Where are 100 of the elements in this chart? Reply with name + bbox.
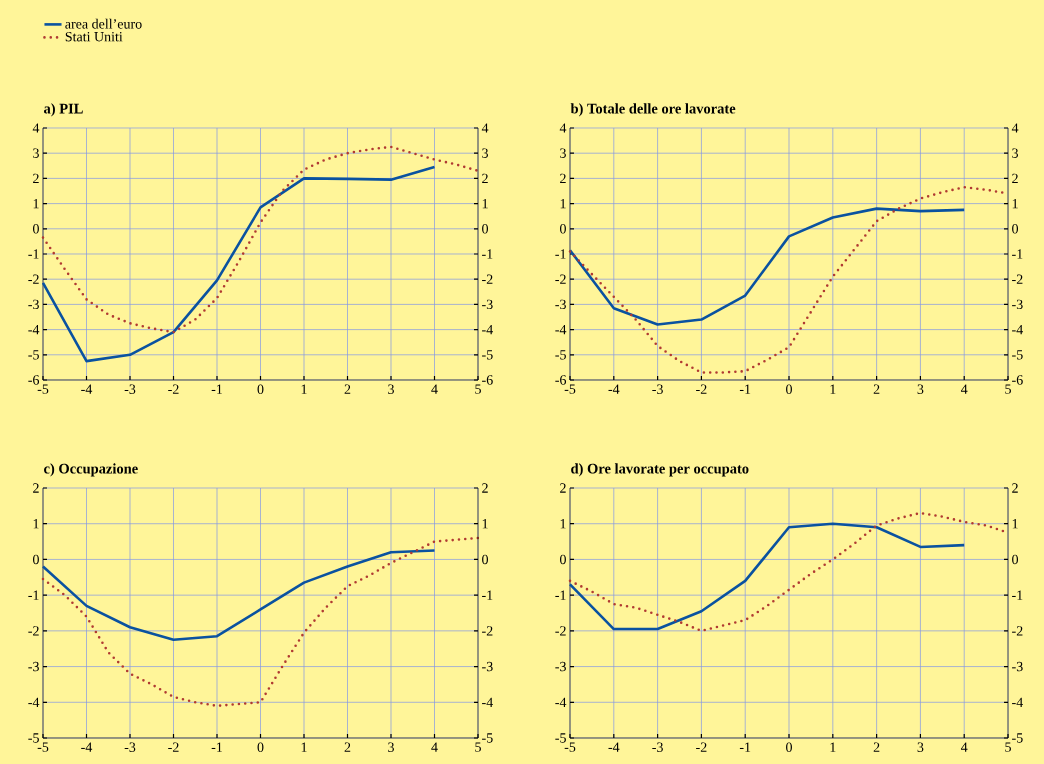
y-tick-label: 3 xyxy=(33,148,39,158)
y-tick-label: -3 xyxy=(555,299,566,310)
y-tick-label: 4 xyxy=(559,123,567,133)
y-tick-label: 0 xyxy=(33,224,39,234)
x-tick-label: -2 xyxy=(168,384,179,394)
x-tick-label: -1 xyxy=(739,384,751,394)
y-tick-label: -4 xyxy=(28,324,40,335)
y-tick-label: 1 xyxy=(33,198,39,209)
y2-tick-label: -1 xyxy=(1012,590,1023,600)
y-tick-label: -3 xyxy=(28,661,39,672)
y-tick-label: -3 xyxy=(28,299,39,310)
y2-tick-label: -2 xyxy=(482,274,493,284)
y-tick-label: 2 xyxy=(560,173,566,184)
y2-tick-label: -5 xyxy=(482,733,493,743)
chart-title: c) Occupazione xyxy=(44,463,138,477)
y2-tick-label: -1 xyxy=(1012,249,1023,259)
y2-tick-label: -1 xyxy=(482,249,493,259)
y2-tick-label: 3 xyxy=(1012,148,1019,158)
y2-tick-label: 2 xyxy=(1012,483,1018,493)
y2-tick-label: -6 xyxy=(482,375,493,385)
y2-tick-label: -6 xyxy=(1012,375,1023,385)
x-tick-label: 3 xyxy=(388,742,394,752)
x-tick-label: 1 xyxy=(301,742,307,752)
line-series xyxy=(568,207,966,326)
y2-tick-label: -2 xyxy=(1012,626,1023,636)
y2-tick-label: -1 xyxy=(482,590,493,600)
y-tick-label: -5 xyxy=(28,733,39,743)
x-tick-label: 4 xyxy=(431,384,438,394)
y2-tick-label: 3 xyxy=(482,148,488,158)
y2-tick-label: 2 xyxy=(482,173,488,184)
legend-label: area dell’euro xyxy=(65,18,142,29)
y2-tick-label: 1 xyxy=(482,519,488,529)
y-tick-label: 1 xyxy=(33,519,39,529)
x-tick-label: -4 xyxy=(608,384,620,394)
x-tick-label: -4 xyxy=(81,384,93,394)
x-tick-label: -1 xyxy=(739,742,751,752)
line-series xyxy=(41,549,436,642)
y-tick-label: -1 xyxy=(28,249,39,259)
line-series xyxy=(41,165,436,363)
x-tick-label: 5 xyxy=(475,384,481,394)
x-tick-label: 3 xyxy=(388,384,394,394)
y2-tick-label: -5 xyxy=(1012,350,1023,360)
y2-tick-label: 0 xyxy=(1012,224,1019,234)
y-tick-label: -6 xyxy=(555,375,567,385)
y-tick-label: 4 xyxy=(32,123,40,133)
y-tick-label: 1 xyxy=(560,519,566,529)
y2-tick-label: 4 xyxy=(481,123,489,133)
y-tick-label: -2 xyxy=(555,274,566,284)
y2-tick-label: 2 xyxy=(1012,173,1018,184)
y-tick-label: -2 xyxy=(28,626,39,636)
y2-tick-label: -4 xyxy=(482,324,493,335)
y-tick-label: -6 xyxy=(28,375,40,385)
y-tick-label: -5 xyxy=(555,733,566,743)
x-tick-label: 5 xyxy=(1005,742,1011,752)
y2-tick-label: -3 xyxy=(1012,661,1023,672)
y2-tick-label: 0 xyxy=(482,224,488,234)
x-tick-label: 2 xyxy=(344,742,351,752)
x-tick-label: 2 xyxy=(873,742,880,752)
y2-tick-label: -3 xyxy=(482,661,493,672)
x-tick-label: 3 xyxy=(917,384,924,394)
y-tick-label: 2 xyxy=(33,173,39,184)
x-tick-label: 1 xyxy=(830,742,836,752)
y-tick-label: -5 xyxy=(28,350,39,360)
y-tick-label: 2 xyxy=(560,483,566,493)
y2-tick-label: -4 xyxy=(482,697,493,707)
x-tick-label: -2 xyxy=(696,384,707,394)
x-tick-label: 1 xyxy=(301,384,307,394)
y-tick-label: -2 xyxy=(28,274,39,284)
y-tick-label: 0 xyxy=(560,224,566,234)
x-tick-label: -3 xyxy=(652,742,663,752)
y2-tick-label: -3 xyxy=(482,299,493,310)
y2-tick-label: -4 xyxy=(1012,697,1024,707)
x-tick-label: 0 xyxy=(257,384,264,394)
y-tick-label: 3 xyxy=(560,148,566,158)
x-tick-label: -2 xyxy=(696,742,707,752)
y-tick-label: 2 xyxy=(33,483,39,493)
x-tick-label: -4 xyxy=(608,742,620,752)
y-tick-label: -5 xyxy=(555,350,566,360)
chart-title: d) Ore lavorate per occupato xyxy=(571,463,749,477)
legend-label: Stati Uniti xyxy=(65,32,123,42)
chart-title: b) Totale delle ore lavorate xyxy=(570,103,736,117)
x-tick-label: 5 xyxy=(475,742,481,752)
x-tick-label: 5 xyxy=(1005,384,1011,394)
y2-tick-label: -2 xyxy=(482,626,493,636)
y-tick-label: -3 xyxy=(555,661,566,672)
x-tick-label: -3 xyxy=(124,742,136,752)
chart-title: a) PIL xyxy=(44,103,83,117)
y-tick-label: -4 xyxy=(555,697,567,707)
x-tick-label: 2 xyxy=(873,384,880,394)
y2-tick-label: 4 xyxy=(1011,123,1019,133)
y-tick-label: -4 xyxy=(28,697,40,707)
y-tick-label: -1 xyxy=(28,590,39,600)
y-tick-label: 0 xyxy=(560,554,566,565)
y2-tick-label: -4 xyxy=(1012,324,1024,335)
y2-tick-label: -5 xyxy=(1012,733,1023,743)
x-tick-label: 0 xyxy=(786,742,792,752)
y-tick-label: -1 xyxy=(555,590,566,600)
x-tick-label: -3 xyxy=(652,384,663,394)
x-tick-label: 3 xyxy=(917,742,924,752)
x-tick-label: 2 xyxy=(344,384,351,394)
